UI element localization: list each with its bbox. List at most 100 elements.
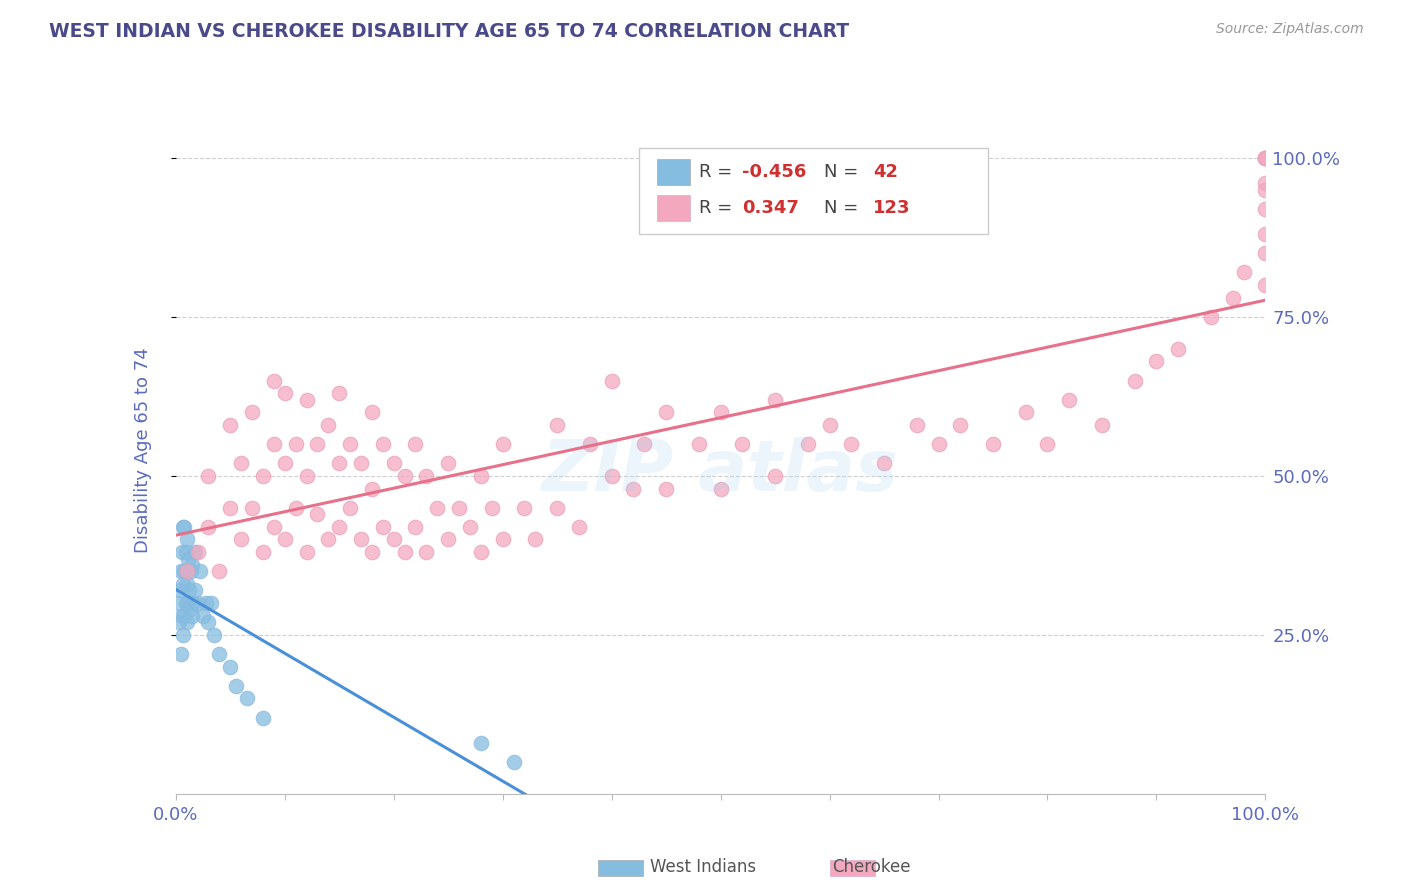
Point (186, 545, 209, 559)
Point (1167, 342, 1189, 356)
Point (1232, 265, 1256, 279)
Point (470, 469, 492, 483)
Point (382, 456, 405, 470)
Point (1091, 417, 1114, 432)
Point (415, 469, 437, 483)
Text: 42: 42 (873, 163, 898, 181)
Point (170, 564, 193, 578)
Point (181, 608, 204, 623)
Point (981, 437, 1004, 451)
Point (621, 482, 644, 496)
Point (208, 564, 231, 578)
Point (202, 628, 225, 642)
Point (231, 456, 253, 470)
Point (633, 437, 655, 451)
Point (763, 392, 786, 407)
Point (176, 615, 198, 630)
Point (219, 417, 242, 432)
Point (263, 374, 285, 388)
Point (274, 386, 297, 401)
Point (307, 507, 329, 521)
Point (655, 482, 678, 496)
Point (1123, 374, 1146, 388)
Point (176, 564, 198, 578)
Point (1254, 278, 1277, 293)
Point (188, 564, 211, 578)
Point (180, 564, 202, 578)
Point (339, 437, 361, 451)
Point (1036, 437, 1059, 451)
Point (339, 500, 361, 515)
Point (1254, 151, 1277, 165)
Bar (658, 160, 690, 186)
Point (177, 551, 200, 566)
Point (394, 545, 416, 559)
Point (176, 577, 198, 591)
Point (173, 564, 195, 578)
Point (318, 533, 340, 547)
Point (274, 533, 297, 547)
Text: N =: N = (824, 163, 865, 181)
Point (405, 520, 427, 534)
Point (328, 520, 350, 534)
Point (200, 596, 222, 610)
Point (295, 469, 318, 483)
Point (197, 615, 219, 630)
Point (949, 417, 972, 432)
Point (179, 602, 201, 616)
Point (710, 405, 733, 419)
Point (252, 710, 274, 724)
Point (447, 500, 470, 515)
Point (360, 545, 382, 559)
Point (437, 533, 460, 547)
Point (360, 405, 382, 419)
Point (360, 482, 382, 496)
Point (710, 482, 733, 496)
Point (763, 469, 786, 483)
Y-axis label: Disability Age 65 to 74: Disability Age 65 to 74 (134, 348, 152, 553)
Point (1144, 354, 1167, 368)
Point (655, 405, 678, 419)
Point (252, 469, 274, 483)
Point (568, 520, 591, 534)
Point (1254, 183, 1277, 197)
Point (219, 500, 242, 515)
Point (318, 417, 340, 432)
Bar (658, 195, 690, 221)
Point (470, 736, 492, 750)
Point (1254, 151, 1277, 165)
Text: -0.456: -0.456 (742, 163, 807, 181)
Point (502, 755, 524, 769)
Point (1254, 227, 1277, 242)
Point (295, 392, 318, 407)
Point (252, 545, 274, 559)
Text: R =: R = (699, 199, 738, 217)
Point (274, 456, 297, 470)
Point (513, 500, 536, 515)
Point (197, 520, 219, 534)
Point (579, 437, 602, 451)
Bar (598, 860, 643, 876)
Point (328, 386, 350, 401)
Point (873, 456, 896, 470)
Point (219, 659, 242, 673)
Point (172, 608, 194, 623)
Point (169, 583, 191, 598)
Point (1199, 310, 1222, 324)
Point (177, 583, 200, 598)
Text: N =: N = (824, 199, 865, 217)
Point (295, 545, 318, 559)
Point (426, 500, 449, 515)
Point (284, 437, 307, 451)
Point (235, 691, 257, 706)
Point (350, 533, 373, 547)
Point (167, 615, 190, 630)
Point (195, 596, 218, 610)
Text: West Indians: West Indians (650, 858, 756, 876)
Point (1254, 202, 1277, 216)
Point (184, 545, 207, 559)
Point (841, 437, 863, 451)
Point (240, 500, 263, 515)
Point (263, 520, 285, 534)
Point (382, 533, 405, 547)
